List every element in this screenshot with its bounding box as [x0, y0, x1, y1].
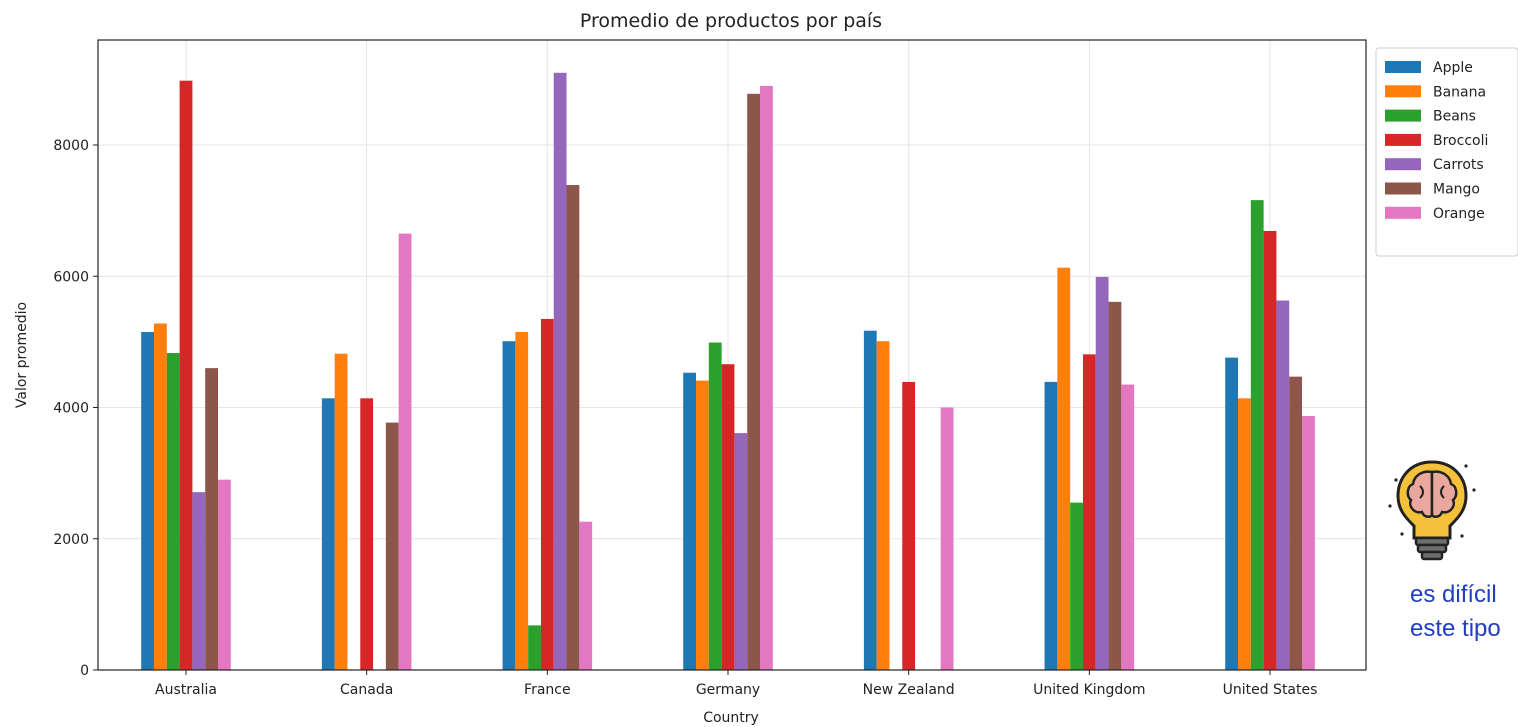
bar-beans-germany	[708, 342, 722, 670]
legend-swatch	[1385, 206, 1421, 219]
bar-beans-united-states	[1250, 200, 1264, 670]
x-tick-label: Germany	[696, 682, 760, 698]
bar-beans-australia	[166, 353, 180, 670]
bar-mango-australia	[205, 368, 218, 670]
bar-orange-germany	[760, 85, 773, 670]
side-note: es difícil este tipo	[1410, 578, 1518, 646]
side-note-line-2: este tipo	[1410, 615, 1501, 642]
bar-broccoli-united-kingdom	[1082, 354, 1096, 670]
chart-title: Promedio de productos por país	[580, 10, 882, 32]
bar-apple-united-kingdom	[1044, 381, 1058, 670]
bar-mango-united-states	[1289, 376, 1303, 670]
bar-orange-canada	[398, 233, 412, 670]
bar-orange-united-states	[1302, 416, 1315, 670]
y-tick-label: 2000	[53, 532, 89, 548]
legend-label: Mango	[1433, 182, 1480, 198]
bar-beans-france	[528, 625, 541, 670]
bar-broccoli-united-states	[1263, 230, 1277, 670]
x-tick-label: United Kingdom	[1033, 682, 1145, 698]
legend-label: Beans	[1433, 109, 1476, 125]
y-tick-label: 0	[80, 663, 89, 679]
bar-banana-germany	[696, 380, 709, 670]
legend-swatch	[1385, 85, 1421, 98]
bar-banana-new-zealand	[876, 341, 890, 670]
legend-swatch	[1385, 182, 1421, 195]
bar-banana-australia	[154, 323, 167, 670]
bar-beans-united-kingdom	[1070, 502, 1083, 670]
bar-broccoli-france	[540, 318, 554, 670]
bar-apple-france	[502, 341, 516, 670]
bar-carrots-united-states	[1276, 300, 1290, 670]
bar-mango-united-kingdom	[1108, 301, 1122, 670]
bar-carrots-australia	[192, 492, 206, 670]
bar-apple-australia	[141, 332, 154, 670]
bar-carrots-germany	[734, 433, 748, 670]
bar-orange-australia	[218, 479, 231, 670]
legend-label: Orange	[1433, 206, 1485, 222]
bar-banana-united-states	[1238, 398, 1251, 670]
y-tick-label: 4000	[53, 401, 89, 417]
y-tick-label: 6000	[53, 269, 89, 285]
bar-mango-france	[566, 185, 580, 670]
bar-orange-new-zealand	[940, 407, 954, 670]
bar-apple-new-zealand	[863, 330, 877, 670]
legend-label: Carrots	[1433, 157, 1484, 173]
brain-lightbulb-icon	[1382, 456, 1482, 570]
bar-banana-france	[515, 332, 529, 670]
legend-swatch	[1385, 61, 1421, 73]
bar-orange-france	[579, 521, 593, 670]
bar-broccoli-germany	[721, 364, 735, 670]
x-tick-label: Canada	[340, 682, 393, 698]
plot-frame	[97, 39, 1367, 671]
bar-broccoli-australia	[179, 80, 193, 670]
legend-label: Banana	[1433, 84, 1486, 100]
legend-label: Broccoli	[1433, 133, 1488, 149]
bar-carrots-united-kingdom	[1095, 276, 1109, 670]
bar-banana-canada	[334, 353, 348, 670]
legend-box	[1375, 47, 1518, 257]
x-tick-label: Australia	[155, 682, 217, 698]
bar-mango-germany	[747, 93, 761, 670]
legend-swatch	[1385, 109, 1421, 122]
legend-swatch	[1385, 158, 1421, 171]
legend-swatch	[1385, 133, 1421, 146]
bar-broccoli-new-zealand	[902, 381, 916, 670]
y-tick-label: 8000	[53, 138, 89, 154]
legend-label: Apple	[1433, 60, 1473, 76]
bar-carrots-france	[553, 72, 567, 670]
x-tick-label: United States	[1223, 682, 1318, 698]
bar-banana-united-kingdom	[1057, 267, 1071, 670]
bar-mango-canada	[385, 422, 399, 670]
bar-apple-united-states	[1225, 357, 1239, 670]
bar-broccoli-canada	[360, 398, 374, 670]
bar-orange-united-kingdom	[1121, 384, 1135, 670]
x-tick-label: France	[524, 682, 571, 698]
bar-apple-germany	[683, 372, 697, 670]
x-axis-label: Country	[703, 710, 759, 726]
y-axis-label: Valor promedio	[14, 302, 30, 408]
bar-apple-canada	[321, 398, 335, 670]
side-note-line-1: es difícil	[1410, 581, 1497, 608]
x-tick-label: New Zealand	[863, 682, 955, 698]
